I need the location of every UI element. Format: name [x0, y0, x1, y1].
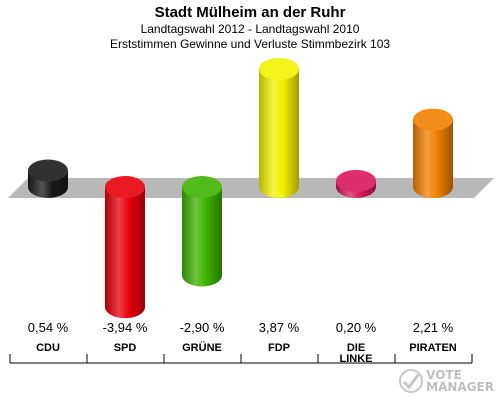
bar-body — [413, 119, 453, 198]
value-label: 0,54 % — [28, 320, 69, 335]
bar-cap — [28, 159, 68, 182]
bar-piraten — [413, 108, 453, 198]
value-label: 2,21 % — [413, 320, 454, 335]
bar-body — [182, 187, 222, 287]
bar-body — [259, 68, 299, 198]
votemanager-watermark: VOTE MANAGER — [398, 368, 494, 394]
value-label: -3,94 % — [103, 320, 148, 335]
chart-subtitle-2: Erststimmen Gewinne und Verluste Stimmbe… — [109, 37, 391, 51]
category-label: FDP — [268, 342, 290, 354]
category-label: CDU — [36, 342, 60, 354]
bar-fdp — [259, 57, 299, 198]
bar-die-linke — [336, 169, 376, 198]
bar-body — [105, 187, 145, 319]
category-label: PIRATEN — [409, 342, 457, 354]
chart-subtitle-1: Landtagswahl 2012 - Landtagswahl 2010 — [140, 22, 360, 36]
value-label: -2,90 % — [180, 320, 225, 335]
category-label: GRÜNE — [182, 341, 222, 354]
bar-cdu — [28, 159, 68, 198]
value-label: 3,87 % — [259, 320, 300, 335]
bar-spd — [105, 176, 145, 319]
bar-grüne — [182, 176, 222, 287]
chart-title: Stadt Mülheim an der Ruhr — [154, 4, 346, 21]
bar-cap — [182, 176, 222, 198]
bar-cap — [336, 169, 376, 192]
bar-cap — [413, 108, 453, 131]
watermark-text-2: MANAGER — [426, 380, 494, 394]
bar-cap — [259, 57, 299, 80]
category-label: DIE — [347, 342, 365, 354]
watermark-text-1: VOTE — [426, 368, 462, 382]
bar-cap — [105, 176, 145, 198]
category-label: SPD — [114, 342, 137, 354]
chart-header: Stadt Mülheim an der Ruhr Landtagswahl 2… — [0, 4, 500, 52]
checkmark-logo-icon — [399, 369, 424, 393]
value-label: 0,20 % — [336, 320, 377, 335]
category-label: LINKE — [340, 353, 373, 365]
